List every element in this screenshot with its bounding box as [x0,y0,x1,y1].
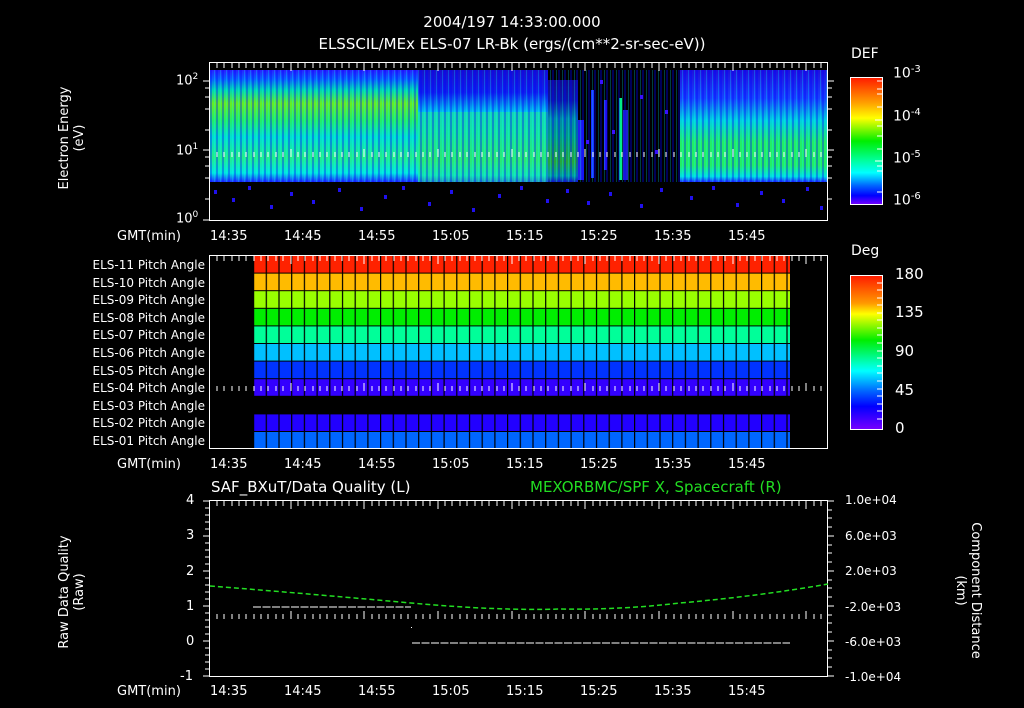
ytick-base: 10 [176,211,193,227]
time-tick: 15:45 [728,457,766,472]
tick-base: 10 [893,150,911,167]
ytick-exp: 1 [192,142,199,152]
deg-colorbar-title: Deg [851,243,880,259]
deg-colorbar-tick: 180 [895,265,924,283]
time-tick: 15:15 [506,229,544,244]
time-axis-label-2: GMT(min) [117,457,181,472]
time-tick: 15:35 [654,229,692,244]
dataset-title: ELSSCIL/MEx ELS-07 LR-Bk (ergs/(cm**2-sr… [318,35,706,53]
tick-base: 10 [893,65,911,82]
quality-ytick-right: 6.0e+03 [845,529,897,543]
quality-ytick-right: -2.0e+03 [845,600,902,614]
deg-colorbar-tick: 0 [895,419,905,437]
deg-colorbar-tick: 45 [895,381,915,399]
pitch-row-label: ELS-11 Pitch Angle [92,258,205,272]
time-tick: 14:35 [210,457,248,472]
ytick-exp: 0 [192,210,199,220]
tick-exp: -4 [910,107,921,118]
time-axis-label-3: GMT(min) [117,684,181,699]
time-tick: 14:55 [358,684,396,699]
time-tick: 14:35 [210,229,248,244]
time-tick: 14:35 [210,684,248,699]
time-tick: 15:05 [432,684,470,699]
pitch-row-label: ELS-01 Pitch Angle [92,433,205,448]
pitch-row-label: ELS-10 Pitch Angle [92,275,205,290]
time-tick: 14:45 [284,457,322,472]
tick-exp: -6 [910,191,921,202]
time-tick: 15:45 [728,229,766,244]
deg-colorbar-tick: 90 [895,342,915,360]
tick-exp: -5 [910,149,921,160]
ytick-exp: 2 [192,72,199,82]
time-tick: 15:35 [654,684,692,699]
pitch-row-label: ELS-03 Pitch Angle [92,398,205,413]
plot-timestamp: 2004/197 14:33:00.000 [423,13,601,31]
pitch-row-label: ELS-06 Pitch Angle [92,345,205,360]
quality-ytick-right: 2.0e+03 [845,564,897,578]
quality-ytick-right: 1.0e+04 [845,493,897,507]
time-tick: 15:15 [506,457,544,472]
time-tick: 15:25 [580,457,618,472]
def-colorbar-tick-1e-4: 10-4 [893,107,921,125]
time-tick: 15:35 [654,457,692,472]
tick-base: 10 [893,108,911,125]
time-tick: 15:05 [432,229,470,244]
def-colorbar-tick-1e-6: 10-6 [893,191,921,209]
tick-exp: -3 [910,64,921,75]
time-tick: 15:05 [432,457,470,472]
time-tick: 14:45 [284,229,322,244]
def-colorbar-tick-1e-3: 10-3 [893,64,921,82]
quality-right-title: MEXORBMC/SPF X, Spacecraft (R) [530,478,782,496]
quality-ytick-right: -1.0e+04 [845,670,902,684]
def-colorbar-tick-1e-5: 10-5 [893,149,921,167]
ytick-base: 10 [176,143,193,159]
quality-ytick-left: 3 [186,528,195,543]
time-tick: 14:55 [358,229,396,244]
quality-ytick-left: 4 [186,493,195,508]
pitch-row-label: ELS-02 Pitch Angle [92,416,205,431]
quality-ytick-left: 2 [186,564,195,579]
pitch-row-label: ELS-04 Pitch Angle [92,381,205,396]
pitch-row-label: ELS-09 Pitch Angle [92,293,205,308]
spectrogram-ytick-10: 101 [176,142,198,158]
ytick-base: 10 [176,73,193,89]
quality-ytick-left: -1 [180,669,193,684]
time-tick: 14:55 [358,457,396,472]
pitch-row-label: ELS-07 Pitch Angle [92,328,205,343]
deg-colorbar-tick: 135 [895,303,924,321]
spectrogram-ytick-1: 100 [176,210,198,226]
time-tick: 15:25 [580,684,618,699]
quality-left-title: SAF_BXuT/Data Quality (L) [211,478,411,496]
pitch-row-label: ELS-05 Pitch Angle [92,363,205,378]
pitch-angle-row-labels: ELS-11 Pitch Angle ELS-10 Pitch Angle EL… [40,257,205,451]
spectrogram-ytick-100: 102 [176,72,198,88]
def-colorbar-title: DEF [851,46,879,62]
quality-ytick-right: -6.0e+03 [845,635,902,649]
pitch-row-label: ELS-08 Pitch Angle [92,310,205,325]
tick-base: 10 [893,192,911,209]
quality-ytick-left: 0 [186,634,195,649]
pitch-rows [253,256,790,449]
time-tick: 15:45 [728,684,766,699]
time-tick: 14:45 [284,684,322,699]
time-axis-label-1: GMT(min) [117,229,181,244]
time-tick: 15:15 [506,684,544,699]
quality-ytick-left: 1 [186,599,195,614]
time-tick: 15:25 [580,229,618,244]
